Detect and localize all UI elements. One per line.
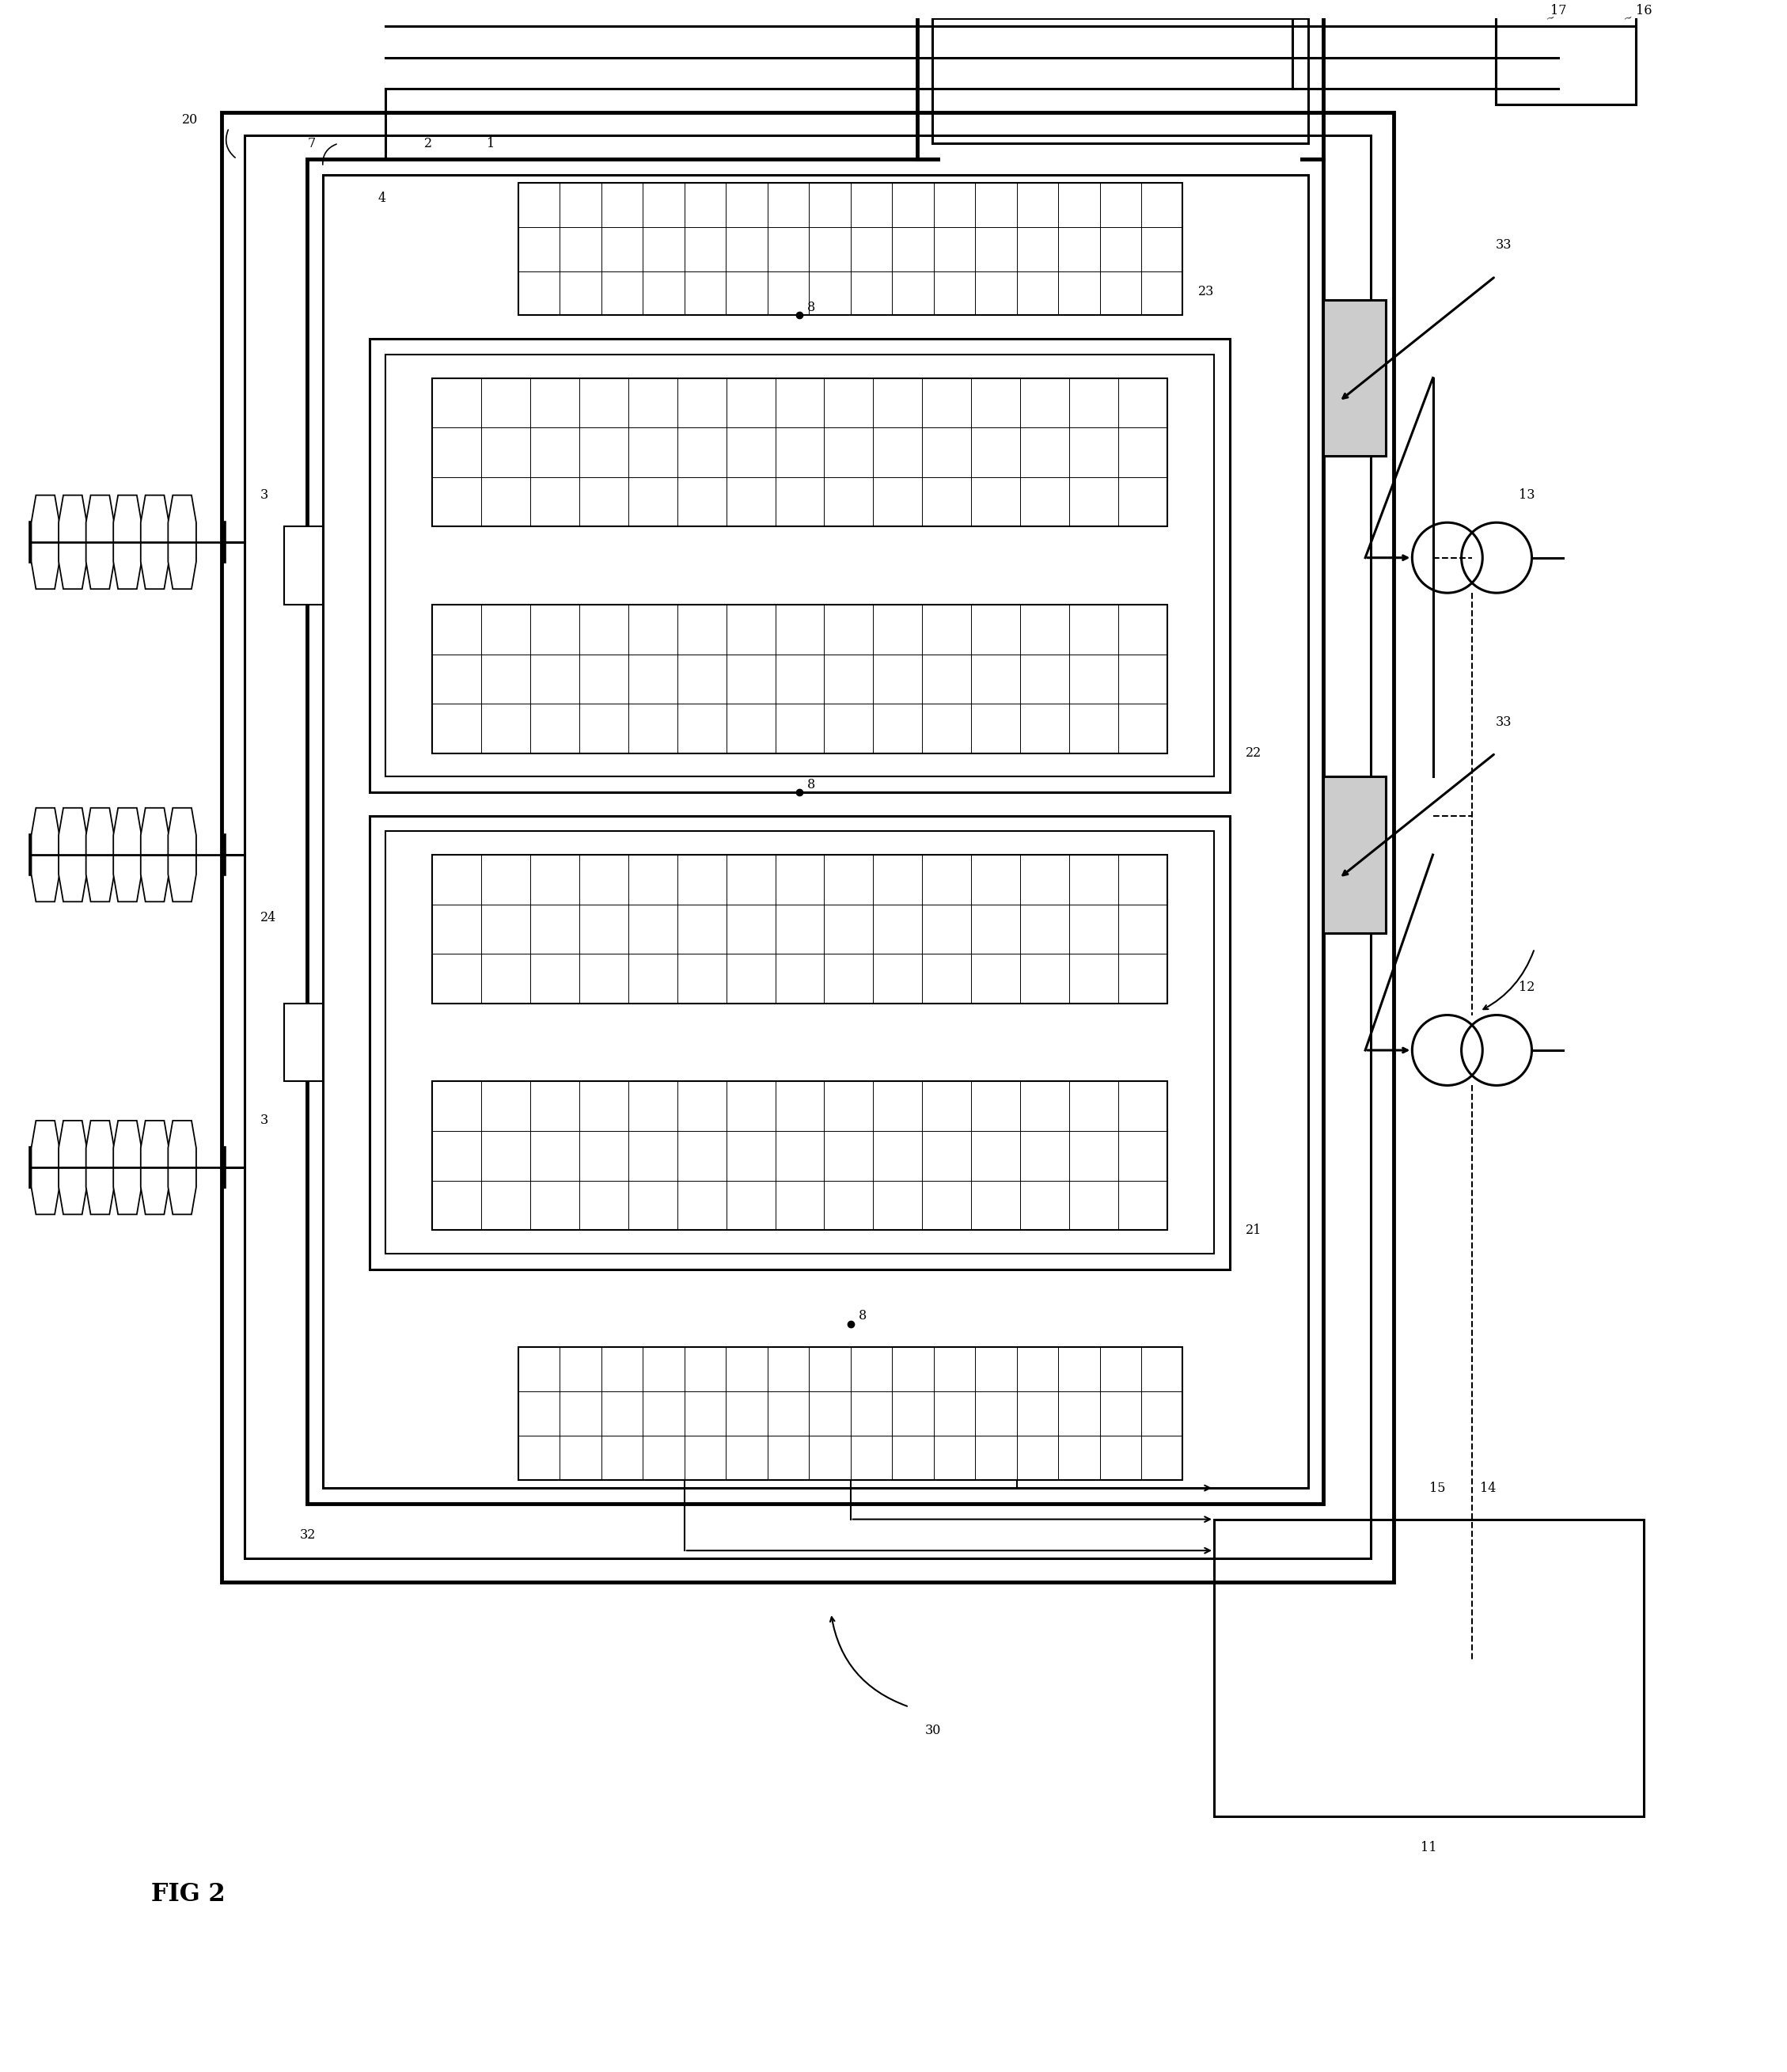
Polygon shape [141,495,168,588]
Text: 16: 16 [1637,4,1653,17]
Text: 11: 11 [1421,1840,1437,1854]
Polygon shape [113,808,141,901]
Bar [432,856,1167,1003]
Polygon shape [141,808,168,901]
Text: 8: 8 [808,300,815,315]
Polygon shape [30,495,59,588]
Polygon shape [59,1121,88,1214]
Polygon shape [113,495,141,588]
Text: 33: 33 [1496,715,1512,729]
Bar [386,831,1213,1254]
Polygon shape [168,808,197,901]
Text: ~: ~ [1544,12,1556,25]
Polygon shape [86,495,114,588]
Text: 3: 3 [261,1115,268,1127]
Text: 23: 23 [1199,286,1215,298]
Bar [518,182,1183,315]
Text: ~: ~ [1623,12,1633,25]
Polygon shape [168,495,197,588]
Text: 13: 13 [1519,489,1535,501]
Polygon shape [59,808,88,901]
Text: 3: 3 [261,489,268,501]
Text: 2: 2 [425,137,432,149]
Bar [1324,300,1387,456]
Bar [284,526,323,605]
Polygon shape [141,1121,168,1214]
Bar [1496,27,1637,104]
Bar [222,112,1394,1581]
Text: 15: 15 [1430,1481,1446,1494]
Text: 8: 8 [808,777,815,792]
Bar [518,1347,1183,1479]
Bar [432,1082,1167,1231]
Bar [1324,777,1387,932]
Text: 14: 14 [1480,1481,1496,1494]
Text: 33: 33 [1496,238,1512,253]
Text: 12: 12 [1519,980,1535,995]
Bar [386,354,1213,777]
Bar [933,19,1308,143]
Text: 24: 24 [261,910,277,924]
Bar [917,2,1324,160]
Polygon shape [113,1121,141,1214]
Bar [432,605,1167,752]
Text: 30: 30 [924,1724,942,1736]
Bar [370,816,1229,1270]
Bar [370,340,1229,792]
Text: 32: 32 [300,1529,316,1542]
Bar [1213,1519,1644,1817]
Text: 20: 20 [182,114,198,126]
Text: 17: 17 [1549,4,1567,17]
Bar [307,160,1324,1504]
Polygon shape [86,808,114,901]
Polygon shape [168,1121,197,1214]
Text: 1: 1 [488,137,495,149]
Polygon shape [30,1121,59,1214]
Polygon shape [59,495,88,588]
Polygon shape [30,808,59,901]
Text: 8: 8 [858,1310,867,1322]
Bar [323,174,1308,1488]
Text: 7: 7 [307,137,315,149]
Text: FIG 2: FIG 2 [150,1881,225,1906]
Polygon shape [86,1121,114,1214]
Text: 22: 22 [1246,746,1262,760]
Bar [432,377,1167,526]
Text: 21: 21 [1246,1222,1262,1237]
Bar [1496,0,1637,104]
Bar [245,135,1371,1558]
Text: 4: 4 [377,191,386,205]
Bar [284,1003,323,1082]
Bar [940,151,1299,168]
